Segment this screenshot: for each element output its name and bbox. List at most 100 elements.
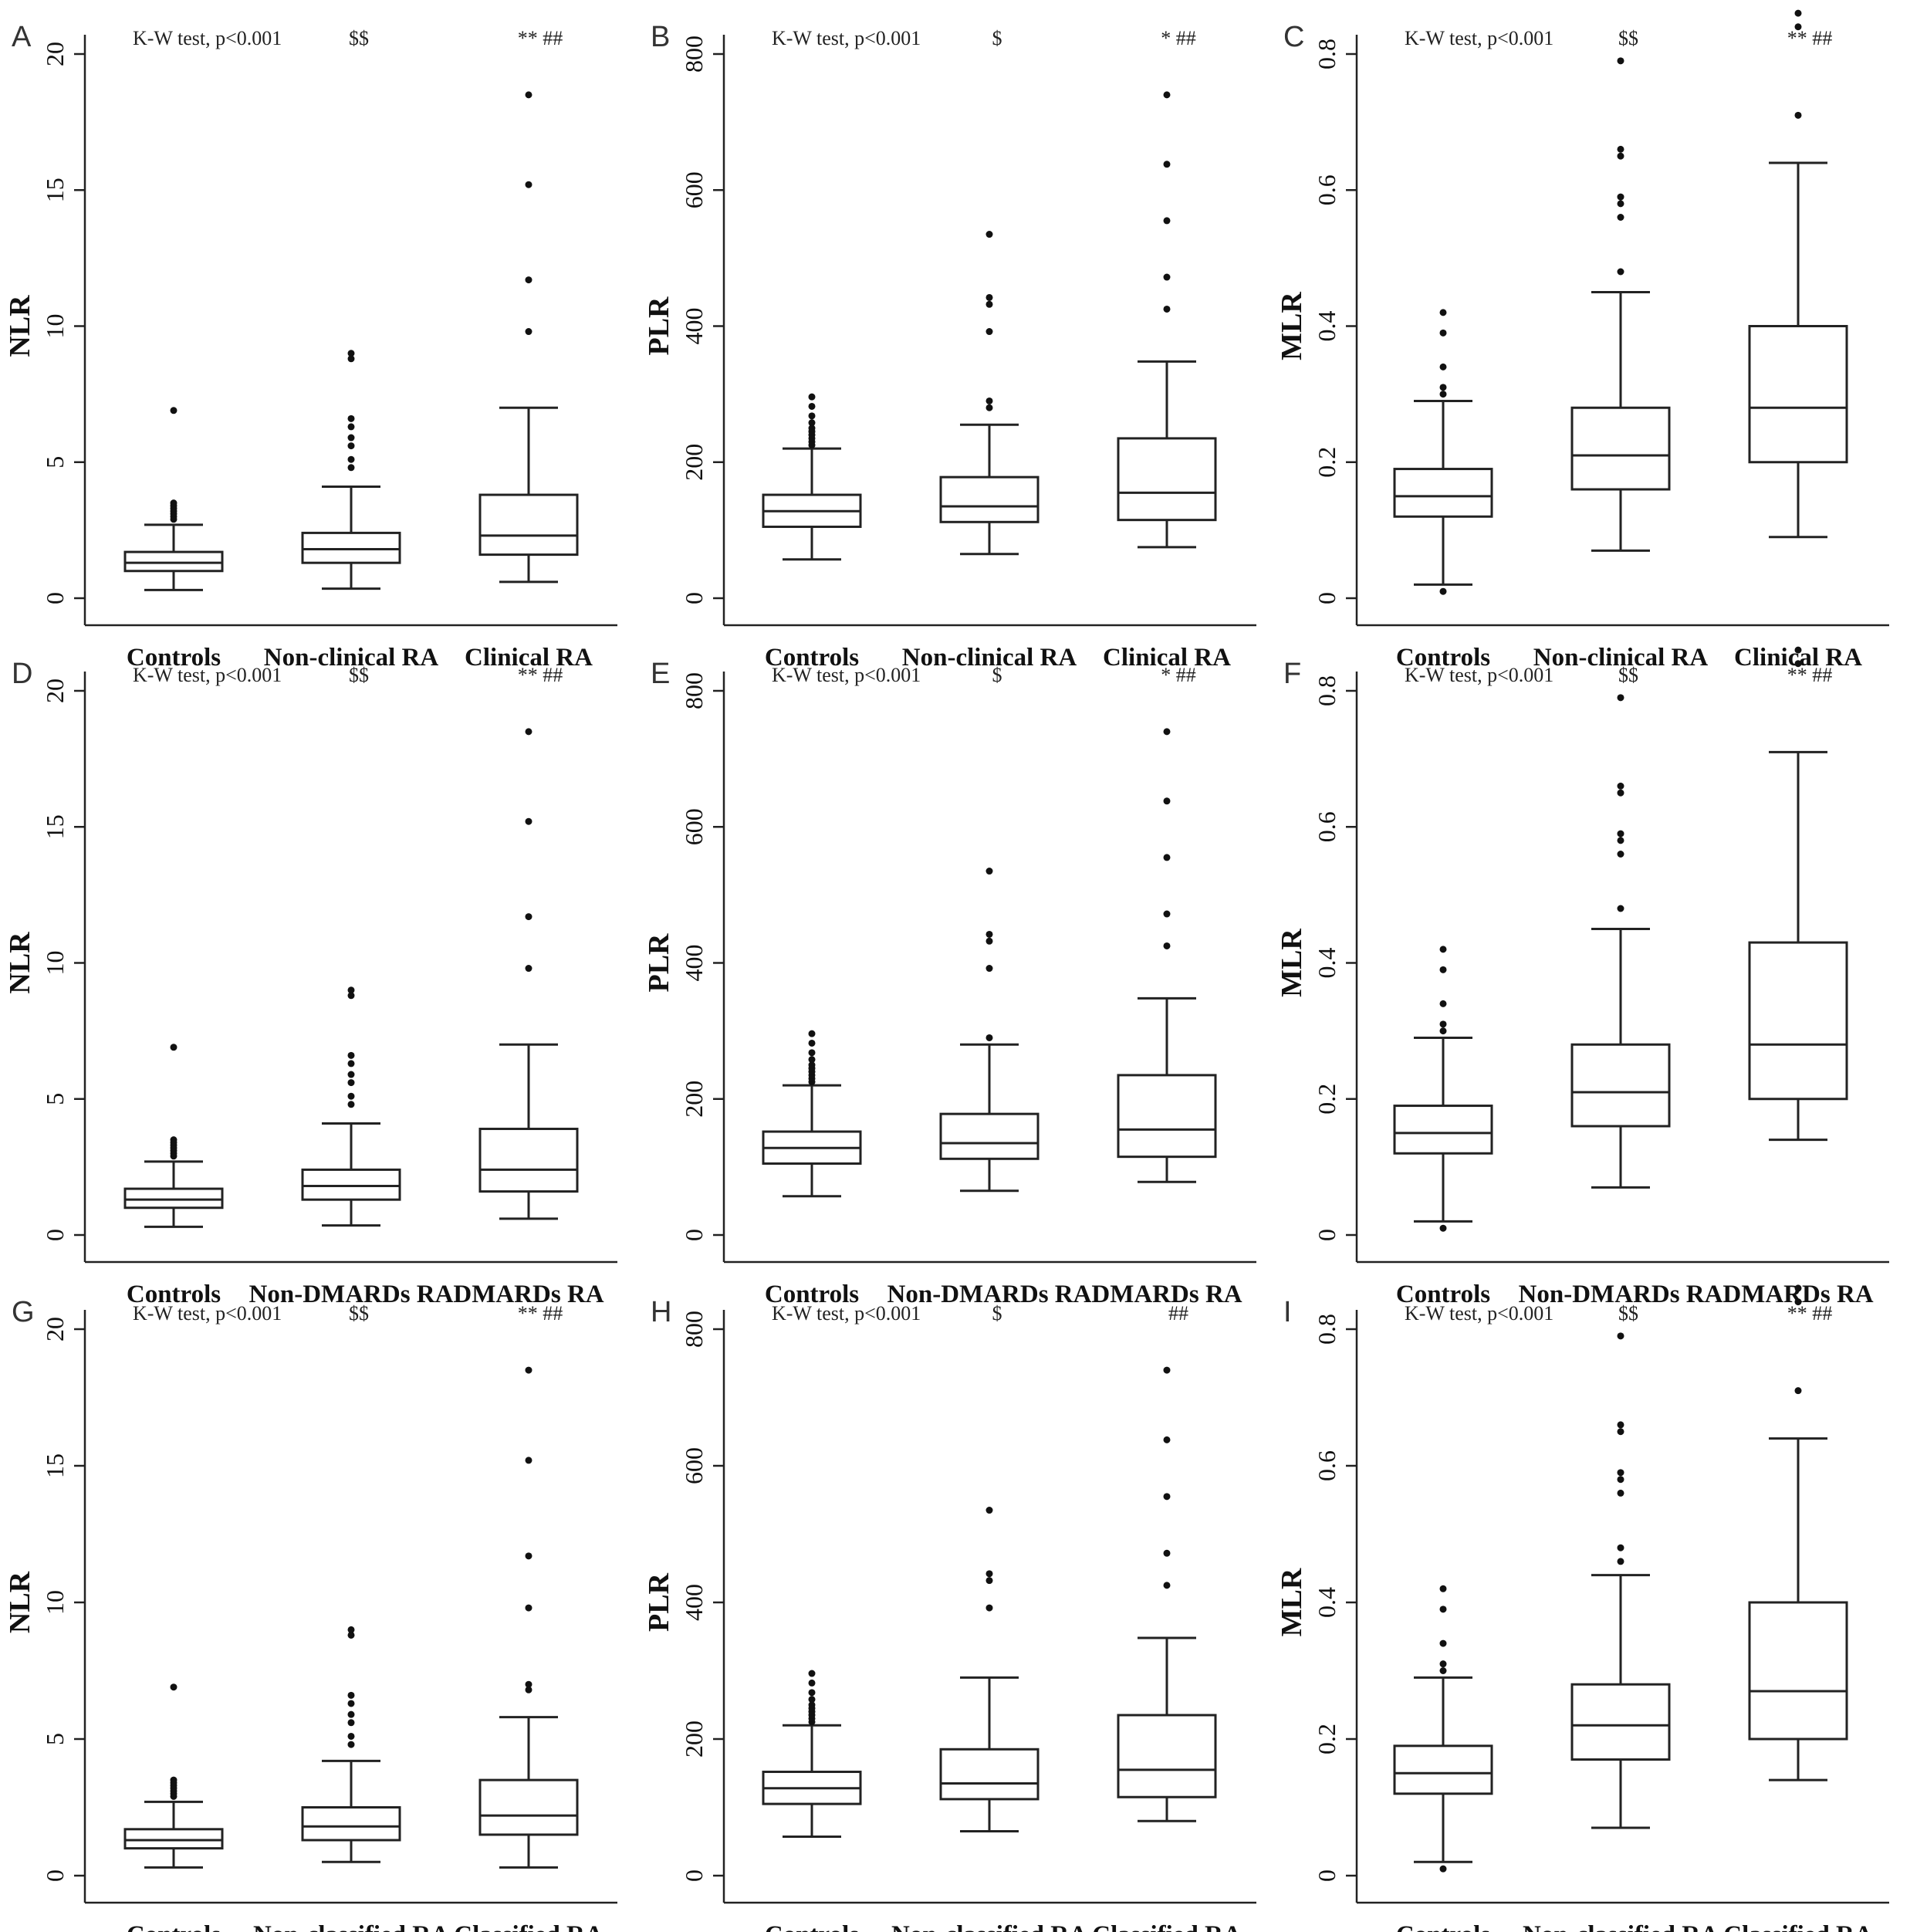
iqr-box bbox=[301, 531, 401, 564]
outlier-point bbox=[525, 1457, 532, 1464]
box-3 bbox=[478, 728, 579, 1220]
outlier-point bbox=[985, 937, 993, 945]
category-label: Controls bbox=[1396, 1921, 1490, 1932]
outlier-point bbox=[347, 1626, 355, 1633]
y-tick-label: 800 bbox=[680, 1311, 708, 1348]
y-tick-label: 400 bbox=[680, 308, 708, 345]
outlier-point bbox=[1617, 193, 1624, 201]
outlier-point bbox=[1439, 1000, 1447, 1007]
outlier-point bbox=[808, 1701, 816, 1709]
y-axis-label: MLR bbox=[1276, 1568, 1308, 1636]
y-tick-label: 0 bbox=[41, 592, 69, 604]
outlier-point bbox=[1163, 910, 1171, 918]
y-tick-label: 800 bbox=[680, 672, 708, 709]
outlier-point bbox=[347, 1719, 355, 1727]
box-1 bbox=[123, 407, 224, 591]
outlier-point bbox=[808, 1056, 816, 1064]
outlier-point bbox=[1617, 200, 1624, 208]
outlier-point bbox=[985, 328, 993, 336]
outlier-point bbox=[985, 293, 993, 301]
test-annotation: K-W test, p<0.001 bbox=[133, 1302, 282, 1325]
y-tick-label: 0.8 bbox=[1313, 1314, 1340, 1345]
panel-D: D 0 5 10 15 20 NLR K-W test, p<0.001 $$ ** ## Cont… bbox=[4, 658, 617, 1308]
test-annotation: K-W test, p<0.001 bbox=[133, 664, 282, 686]
iqr-box bbox=[478, 1778, 579, 1836]
outlier-point bbox=[1617, 214, 1624, 221]
box-3 bbox=[478, 91, 579, 584]
outlier-point bbox=[1439, 363, 1447, 370]
y-tick-label: 20 bbox=[41, 1317, 69, 1342]
y-tick-label: 0.8 bbox=[1313, 39, 1340, 69]
outlier-point bbox=[347, 355, 355, 363]
iqr-box bbox=[123, 1828, 224, 1850]
outlier-point bbox=[1617, 1428, 1624, 1436]
outlier-point bbox=[170, 1776, 177, 1784]
outlier-point bbox=[1163, 305, 1171, 313]
y-tick-label: 200 bbox=[680, 1721, 708, 1758]
category-label: Classified RA bbox=[1723, 1921, 1873, 1932]
outlier-point bbox=[1794, 646, 1802, 654]
outlier-point bbox=[1617, 145, 1624, 153]
outlier-point bbox=[347, 1079, 355, 1087]
category-label: DMARDs RA bbox=[1091, 1281, 1242, 1308]
right-annotation: * ## bbox=[1161, 664, 1196, 686]
y-tick-label: 600 bbox=[680, 1447, 708, 1484]
outlier-point bbox=[1163, 161, 1171, 168]
panel-letter: H bbox=[651, 1296, 671, 1328]
outlier-point bbox=[985, 1570, 993, 1578]
y-tick-label: 0.6 bbox=[1313, 1450, 1340, 1481]
outlier-point bbox=[1163, 1366, 1171, 1374]
box-1 bbox=[123, 1683, 224, 1869]
iqr-box bbox=[1393, 1744, 1493, 1795]
box-2 bbox=[301, 986, 401, 1227]
y-tick-label: 0.4 bbox=[1313, 311, 1340, 342]
box-3 bbox=[1117, 1366, 1217, 1822]
test-annotation: K-W test, p<0.001 bbox=[1405, 27, 1553, 49]
mid-annotation: $$ bbox=[1618, 664, 1638, 686]
outlier-point bbox=[808, 1670, 816, 1677]
outlier-point bbox=[525, 728, 532, 736]
outlier-point bbox=[985, 300, 993, 308]
box-1 bbox=[1393, 946, 1493, 1232]
category-label: Controls bbox=[127, 1921, 221, 1932]
y-axis-label: NLR bbox=[4, 1571, 36, 1633]
panel-letter: B bbox=[651, 21, 670, 53]
outlier-point bbox=[347, 1631, 355, 1639]
outlier-point bbox=[1617, 851, 1624, 858]
box-2 bbox=[1570, 57, 1671, 552]
outlier-point bbox=[985, 231, 993, 239]
outlier-point bbox=[347, 992, 355, 1000]
test-annotation: K-W test, p<0.001 bbox=[772, 664, 921, 686]
outlier-point bbox=[525, 328, 532, 336]
y-tick-label: 15 bbox=[41, 814, 69, 839]
outlier-point bbox=[1163, 942, 1171, 949]
outlier-point bbox=[347, 442, 355, 450]
y-tick-label: 0 bbox=[1313, 1229, 1340, 1241]
outlier-point bbox=[808, 1030, 816, 1037]
y-tick-label: 0 bbox=[680, 1229, 708, 1241]
outlier-point bbox=[1617, 837, 1624, 844]
outlier-point bbox=[1439, 1027, 1447, 1035]
outlier-point bbox=[808, 1696, 816, 1704]
box-1 bbox=[762, 1030, 862, 1198]
iqr-box bbox=[123, 1187, 224, 1210]
panel-letter: A bbox=[12, 21, 32, 53]
outlier-point bbox=[525, 1552, 532, 1560]
category-label: Non-DMARDs RA bbox=[249, 1281, 454, 1308]
y-tick-label: 5 bbox=[41, 1733, 69, 1745]
outlier-point bbox=[1617, 1476, 1624, 1484]
mid-annotation: $$ bbox=[349, 664, 369, 686]
outlier-point bbox=[525, 276, 532, 284]
outlier-point bbox=[1617, 1558, 1624, 1565]
right-annotation: ** ## bbox=[1787, 664, 1833, 686]
y-axis-label: MLR bbox=[1276, 292, 1308, 360]
outlier-point bbox=[985, 930, 993, 938]
category-label: Classified RA bbox=[454, 1921, 603, 1932]
right-annotation: ## bbox=[1168, 1302, 1188, 1325]
box-3 bbox=[1748, 1284, 1848, 1781]
box-1 bbox=[1393, 309, 1493, 595]
outlier-point bbox=[525, 817, 532, 825]
mid-annotation: $ bbox=[992, 664, 1002, 686]
outlier-point bbox=[347, 986, 355, 994]
outlier-point bbox=[1163, 1493, 1171, 1501]
